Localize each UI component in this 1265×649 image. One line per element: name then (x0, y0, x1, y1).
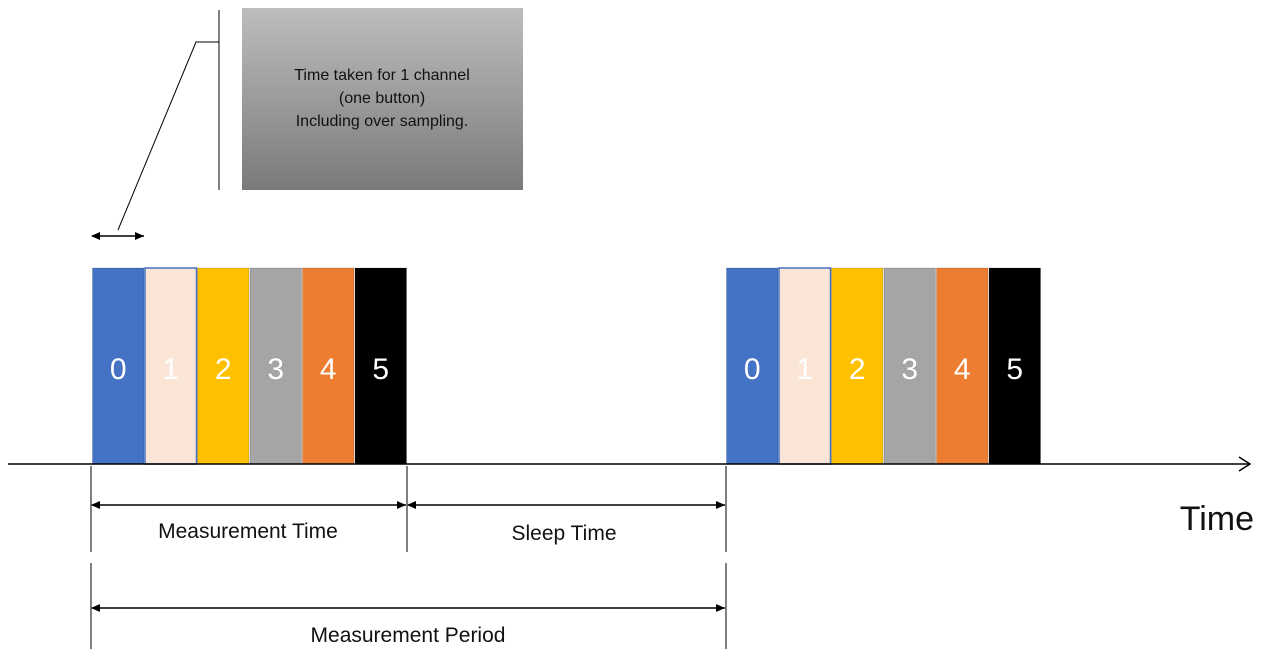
channel-label-4: 4 (954, 353, 971, 386)
channel-label-3: 3 (267, 353, 284, 386)
channel-label-1: 1 (796, 353, 813, 386)
callout-line-2: (one button) (339, 90, 425, 107)
callout-line-1: Time taken for 1 channel (294, 67, 470, 84)
callout-line-3: Including over sampling. (296, 113, 469, 130)
measurement-period-label: Measurement Period (311, 624, 506, 647)
measurement-block-1: 0 1 2 3 4 5 (93, 268, 407, 464)
channel-label-2: 2 (215, 353, 232, 386)
channel-label-2: 2 (849, 353, 866, 386)
measurement-time-label: Measurement Time (158, 520, 338, 543)
channel-label-4: 4 (320, 353, 337, 386)
callout-pointer-line (118, 42, 219, 230)
measurement-block-2: 0 1 2 3 4 5 (727, 268, 1041, 464)
channel-label-0: 0 (744, 353, 761, 386)
axis-label: Time (1180, 500, 1254, 538)
channel-label-3: 3 (901, 353, 918, 386)
sleep-time-label: Sleep Time (511, 522, 616, 545)
channel-label-5: 5 (372, 353, 389, 386)
callout: Time taken for 1 channel (one button) In… (118, 8, 523, 230)
channel-label-0: 0 (110, 353, 127, 386)
channel-label-1: 1 (162, 353, 179, 386)
channel-label-5: 5 (1006, 353, 1023, 386)
